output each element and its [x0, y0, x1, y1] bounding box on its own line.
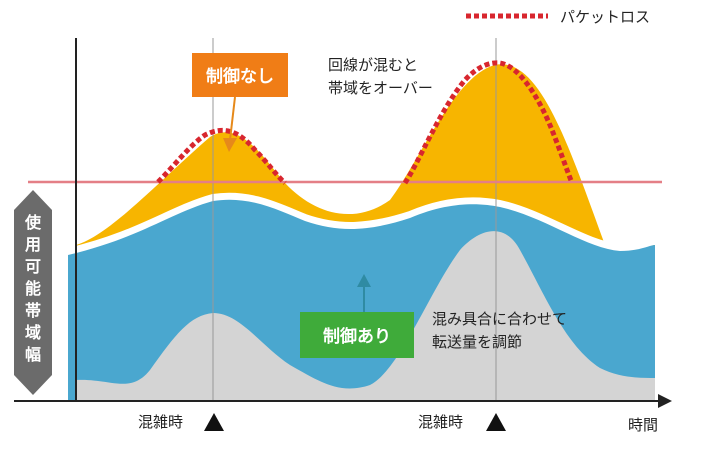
overflow-note-line-1: 回線が混むと: [328, 56, 418, 74]
triangle-up-icon: [486, 413, 506, 431]
controlled-area-edge: [67, 192, 662, 256]
adjust-note-line-1: 混み具合に合わせて: [432, 310, 567, 328]
triangle-up-icon: [204, 413, 224, 431]
with-control-pointer-head: [357, 274, 371, 287]
x-axis-label: 時間: [628, 416, 658, 434]
legend-packet-loss-label: パケットロス: [560, 8, 650, 26]
overflow-note-line-2: 帯域をオーバー: [328, 79, 433, 97]
packet-loss-segment-1: [156, 128, 287, 185]
y-axis-label-char: 使: [24, 213, 42, 232]
y-axis-label-char: 帯: [25, 301, 41, 320]
background-traffic-area: [76, 231, 655, 400]
no-control-pointer: [229, 96, 236, 141]
peak-marker-label-2: 混雑時: [418, 413, 463, 431]
y-axis-label-badge: [14, 190, 52, 395]
y-axis-label-char: 可: [25, 257, 41, 276]
no-control-badge: [192, 53, 288, 97]
packet-loss-segment-2: [402, 60, 575, 185]
y-axis-label-char: 能: [25, 279, 41, 298]
y-axis-label-char: 用: [25, 235, 41, 254]
x-axis-arrowhead: [658, 394, 672, 408]
no-control-pointer-head: [223, 138, 237, 152]
with-control-label: 制御あり: [323, 326, 391, 347]
peak-marker-label-1: 混雑時: [138, 413, 183, 431]
y-axis-label-char: 域: [25, 323, 41, 342]
no-control-label: 制御なし: [206, 66, 274, 87]
adjust-note-line-2: 転送量を調節: [432, 333, 522, 351]
with-control-badge: [300, 312, 414, 358]
y-axis-label-char: 幅: [25, 345, 41, 364]
